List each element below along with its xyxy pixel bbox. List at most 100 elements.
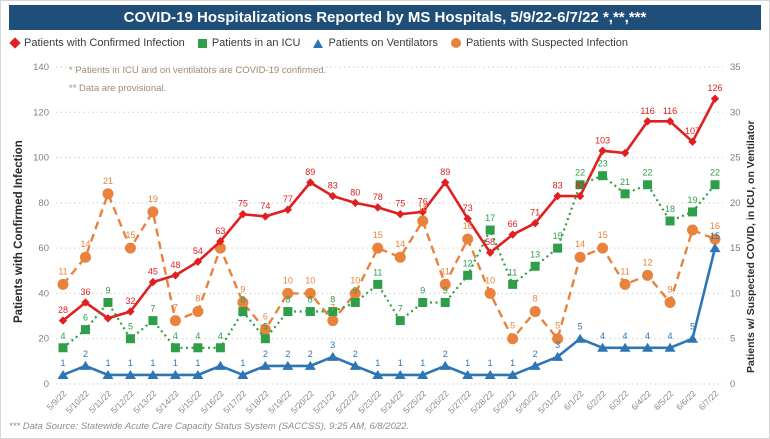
svg-text:5/19/22: 5/19/22 — [266, 388, 293, 415]
svg-text:103: 103 — [595, 135, 610, 145]
svg-text:4: 4 — [218, 331, 223, 341]
legend-item-ventilators[interactable]: Patients on Ventilators — [313, 37, 438, 49]
svg-text:4: 4 — [600, 331, 605, 341]
svg-text:9: 9 — [443, 285, 448, 295]
svg-text:2: 2 — [353, 349, 358, 359]
svg-text:5/17/22: 5/17/22 — [221, 388, 248, 415]
square-icon — [197, 38, 207, 48]
svg-text:80: 80 — [38, 198, 49, 209]
svg-text:1: 1 — [465, 358, 470, 368]
svg-text:8: 8 — [195, 294, 200, 304]
svg-text:16: 16 — [710, 221, 720, 231]
legend-item-confirmed[interactable]: Patients with Confirmed Infection — [9, 37, 185, 49]
svg-text:15: 15 — [598, 230, 608, 240]
svg-text:10: 10 — [350, 275, 360, 285]
svg-text:5/31/22: 5/31/22 — [536, 388, 563, 415]
svg-text:5: 5 — [128, 322, 133, 332]
chart-canvas[interactable]: 020406080100120140051015202530355/9/225/… — [1, 1, 770, 416]
svg-text:83: 83 — [553, 181, 563, 191]
legend-label-confirmed: Patients with Confirmed Infection — [24, 37, 185, 49]
svg-text:5/14/22: 5/14/22 — [154, 388, 181, 415]
svg-text:1: 1 — [375, 358, 380, 368]
svg-text:5/27/22: 5/27/22 — [446, 388, 473, 415]
svg-text:28: 28 — [58, 305, 68, 315]
svg-text:1: 1 — [60, 358, 65, 368]
svg-text:7: 7 — [150, 304, 155, 314]
svg-text:58: 58 — [485, 237, 495, 247]
svg-text:8: 8 — [285, 295, 290, 305]
svg-text:22: 22 — [643, 168, 653, 178]
svg-text:14: 14 — [80, 239, 90, 249]
svg-text:9: 9 — [420, 285, 425, 295]
svg-text:15: 15 — [730, 243, 741, 254]
svg-text:1: 1 — [398, 358, 403, 368]
legend-item-suspected[interactable]: Patients with Suspected Infection — [450, 37, 628, 49]
circle-icon — [450, 38, 461, 48]
svg-text:25: 25 — [730, 153, 741, 164]
svg-text:11: 11 — [620, 266, 629, 276]
svg-text:9: 9 — [105, 285, 110, 295]
svg-text:40: 40 — [38, 288, 49, 299]
svg-text:10: 10 — [305, 275, 315, 285]
svg-text:74: 74 — [260, 201, 270, 211]
svg-text:1: 1 — [195, 358, 200, 368]
svg-text:2: 2 — [443, 349, 448, 359]
svg-text:2: 2 — [533, 349, 538, 359]
svg-text:2: 2 — [83, 349, 88, 359]
svg-text:1: 1 — [488, 358, 493, 368]
svg-text:15: 15 — [710, 231, 720, 241]
series-circle[interactable] — [57, 188, 721, 345]
svg-text:5/20/22: 5/20/22 — [289, 388, 316, 415]
svg-text:5/10/22: 5/10/22 — [64, 388, 91, 415]
svg-text:5/11/22: 5/11/22 — [87, 388, 114, 415]
series-triangle[interactable] — [57, 243, 721, 379]
svg-text:5/30/22: 5/30/22 — [513, 388, 540, 415]
svg-text:30: 30 — [730, 107, 741, 118]
svg-text:17: 17 — [485, 213, 495, 223]
svg-text:89: 89 — [305, 167, 315, 177]
svg-text:89: 89 — [440, 167, 450, 177]
svg-text:1: 1 — [128, 358, 133, 368]
svg-text:19: 19 — [688, 195, 698, 205]
svg-text:120: 120 — [33, 107, 49, 118]
svg-text:1: 1 — [105, 358, 110, 368]
svg-text:1: 1 — [173, 358, 178, 368]
svg-text:23: 23 — [598, 159, 608, 169]
svg-text:5/24/22: 5/24/22 — [379, 388, 406, 415]
svg-text:77: 77 — [283, 194, 293, 204]
legend-item-icu[interactable]: Patients in an ICU — [197, 37, 300, 49]
svg-text:1: 1 — [420, 358, 425, 368]
svg-text:16: 16 — [463, 221, 473, 231]
svg-text:6/3/22: 6/3/22 — [607, 388, 631, 412]
svg-text:6/5/22: 6/5/22 — [652, 388, 676, 412]
svg-text:6/6/22: 6/6/22 — [674, 388, 698, 412]
svg-text:0: 0 — [44, 379, 49, 390]
svg-text:10: 10 — [485, 275, 495, 285]
svg-text:5: 5 — [578, 322, 583, 332]
svg-text:5/12/22: 5/12/22 — [109, 388, 136, 415]
svg-text:7: 7 — [398, 304, 403, 314]
svg-text:4: 4 — [195, 331, 200, 341]
svg-text:83: 83 — [575, 181, 585, 191]
svg-text:126: 126 — [707, 83, 722, 93]
svg-text:6: 6 — [263, 312, 268, 322]
svg-text:5/23/22: 5/23/22 — [356, 388, 383, 415]
series-square[interactable] — [58, 171, 720, 353]
svg-text:9: 9 — [353, 285, 358, 295]
svg-text:4: 4 — [623, 331, 628, 341]
series-diamond[interactable] — [58, 94, 720, 325]
svg-text:21: 21 — [103, 176, 113, 186]
svg-text:12: 12 — [463, 258, 473, 268]
svg-text:107: 107 — [685, 126, 700, 136]
svg-text:48: 48 — [170, 260, 180, 270]
svg-text:5/21/22: 5/21/22 — [311, 388, 338, 415]
svg-text:116: 116 — [640, 106, 654, 116]
svg-text:11: 11 — [441, 266, 450, 276]
svg-text:22: 22 — [710, 168, 720, 178]
svg-text:8: 8 — [240, 295, 245, 305]
svg-text:66: 66 — [508, 219, 518, 229]
svg-text:5: 5 — [510, 321, 515, 331]
svg-text:5: 5 — [690, 322, 695, 332]
svg-text:5/26/22: 5/26/22 — [423, 388, 450, 415]
